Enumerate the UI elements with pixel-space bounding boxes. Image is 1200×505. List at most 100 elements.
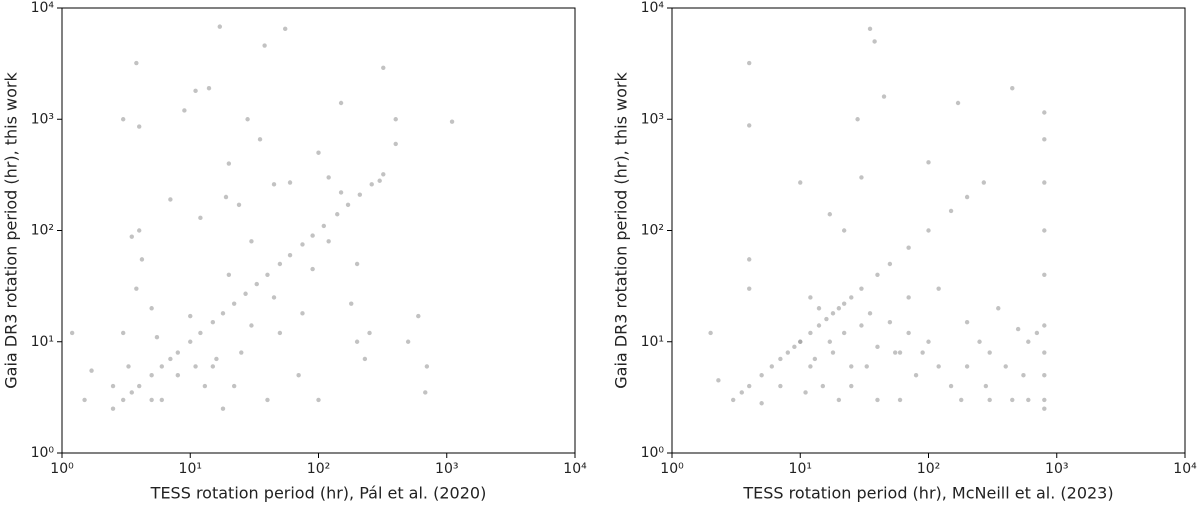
y-axis-label: Gaia DR3 rotation period (hr), this work [2, 72, 21, 389]
data-point [316, 397, 321, 403]
data-point [226, 161, 232, 166]
data-point [1034, 330, 1040, 336]
data-point [287, 180, 293, 185]
data-point [354, 339, 360, 344]
data-point [405, 339, 411, 344]
data-point [1042, 110, 1047, 115]
data-point [89, 368, 94, 373]
data-point [849, 295, 854, 300]
data-point [747, 60, 752, 66]
data-point [836, 397, 842, 403]
data-point [785, 350, 791, 355]
data-point [377, 178, 382, 183]
data-point [168, 197, 173, 202]
data-point [936, 286, 941, 291]
data-point [920, 350, 925, 355]
data-point [830, 350, 836, 355]
data-point [759, 373, 764, 378]
data-point [872, 39, 877, 44]
data-point [798, 180, 803, 185]
data-point [449, 119, 455, 124]
y-tick-label: 10¹ [31, 334, 54, 350]
data-point [149, 306, 154, 311]
y-tick-label: 10² [641, 223, 664, 239]
x-tick-label: 10¹ [789, 461, 812, 477]
x-tick-label: 10⁴ [1173, 461, 1197, 477]
data-point [926, 339, 931, 344]
data-point [827, 339, 833, 344]
x-tick-label: 10² [917, 461, 940, 477]
data-point [345, 202, 351, 208]
data-point [236, 202, 242, 208]
data-point [120, 330, 126, 336]
data-point [120, 117, 126, 122]
data-point [381, 172, 386, 177]
data-point [254, 281, 259, 287]
data-point [249, 239, 254, 244]
data-point [338, 100, 344, 106]
data-point [349, 301, 354, 306]
data-point [137, 383, 142, 389]
data-point [198, 215, 203, 221]
data-point [1042, 373, 1047, 378]
data-point [423, 390, 428, 395]
data-point [906, 245, 911, 250]
y-tick-label: 10³ [641, 111, 664, 127]
data-point [859, 323, 864, 328]
data-point [220, 406, 226, 411]
data-point [759, 401, 764, 406]
data-point [210, 364, 216, 369]
data-point [310, 266, 315, 272]
x-tick-label: 10⁴ [563, 461, 587, 477]
data-point [1042, 228, 1047, 233]
data-point [747, 286, 752, 291]
data-point [926, 160, 931, 165]
data-point [716, 378, 721, 383]
data-point [1010, 86, 1015, 91]
data-point [875, 272, 880, 277]
y-tick-label: 10² [31, 223, 54, 239]
data-point [134, 60, 139, 66]
data-point [987, 397, 992, 403]
x-tick-label: 10⁰ [50, 461, 74, 477]
data-point [393, 117, 398, 122]
data-point [897, 350, 903, 355]
y-tick-label: 10⁰ [31, 445, 55, 461]
data-point [217, 24, 223, 29]
data-point [381, 65, 386, 71]
data-point [316, 150, 321, 155]
data-point [1042, 323, 1047, 328]
data-point [69, 330, 75, 336]
data-point [841, 228, 847, 233]
data-point [803, 390, 808, 395]
data-point [357, 192, 363, 197]
data-point [139, 257, 145, 262]
data-point [808, 364, 813, 369]
data-point [300, 242, 305, 247]
data-point [82, 397, 87, 403]
data-point [864, 364, 869, 369]
data-point [820, 383, 826, 389]
data-point [175, 373, 181, 378]
data-point [867, 26, 873, 32]
data-point [137, 124, 142, 129]
data-point [792, 344, 797, 350]
data-point [226, 272, 232, 277]
data-point [778, 383, 783, 389]
data-point [808, 295, 813, 300]
data-point [296, 373, 301, 378]
data-point [964, 364, 970, 369]
x-axis-label: TESS rotation period (hr), Pál et al. (2… [150, 484, 487, 503]
data-point [964, 319, 970, 325]
data-point [824, 316, 829, 322]
x-tick-label: 10¹ [179, 461, 202, 477]
data-point [730, 397, 736, 403]
y-tick-label: 10⁴ [31, 0, 55, 16]
data-point [231, 383, 237, 389]
x-tick-label: 10⁰ [660, 461, 684, 477]
data-point [243, 291, 248, 296]
data-point [778, 356, 783, 362]
data-point [110, 406, 116, 411]
data-point [193, 88, 198, 94]
